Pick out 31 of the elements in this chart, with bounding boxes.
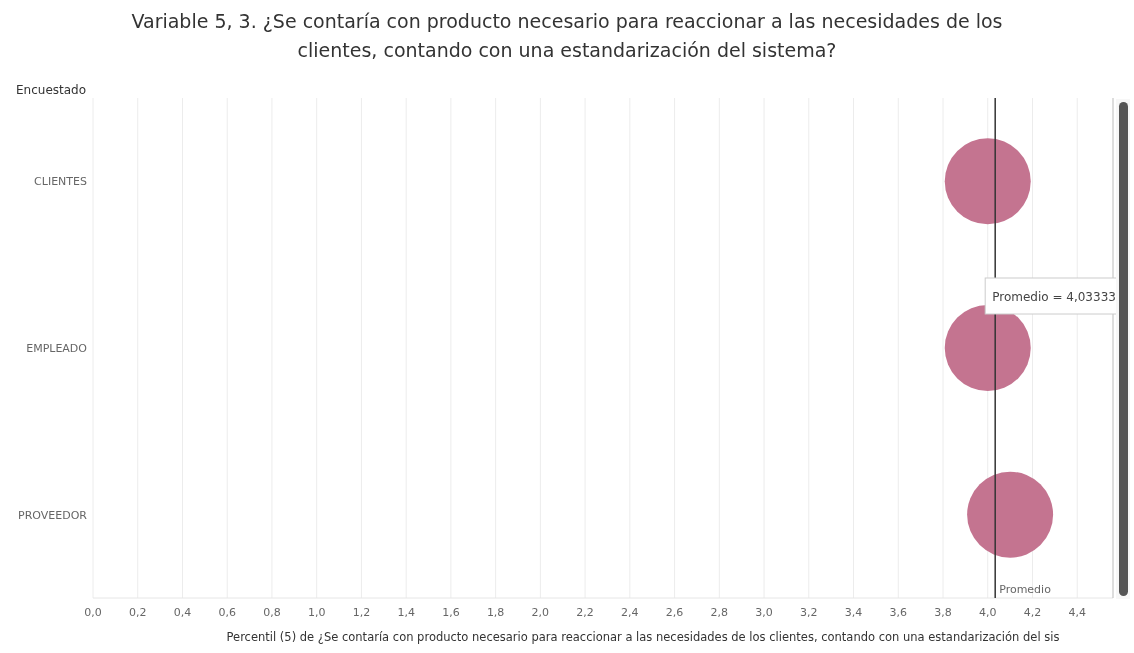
x-tick-label: 2,4: [621, 606, 639, 619]
y-tick-label: PROVEEDOR: [18, 508, 88, 522]
x-tick-label: 3,6: [889, 606, 908, 619]
x-tick-label: 0,6: [218, 606, 236, 619]
y-axis-title: Encuestado: [16, 83, 87, 97]
x-axis-title: Percentil (5) de ¿Se contaría con producto necesario para reaccionar a las necesidades de los clientes, contando con una estandarización del sis: [226, 630, 1060, 644]
ref-line-label: Promedio: [999, 583, 1052, 596]
x-tick-label: 4,0: [978, 606, 997, 619]
x-tick-label: 0,8: [263, 606, 281, 619]
x-tick-label: 2,0: [531, 606, 550, 619]
x-tick-label: 2,2: [576, 606, 594, 619]
x-tick-label: 0,4: [173, 606, 192, 619]
x-tick-label: 1,8: [486, 606, 505, 619]
x-tick-label: 2,8: [710, 606, 729, 619]
x-tick-label: 1,0: [307, 606, 326, 619]
x-tick-label: 3,8: [934, 606, 952, 619]
x-tick-label: 1,4: [397, 606, 415, 619]
y-tick-label: EMPLEADO: [26, 342, 88, 355]
x-tick-label: 2,6: [665, 606, 684, 619]
x-tick-label: 4,4: [1068, 606, 1086, 619]
x-tick-label: 3,2: [800, 606, 818, 619]
x-tick-label: 1,2: [352, 606, 371, 619]
y-tick-label: CLIENTES: [34, 175, 88, 189]
x-tick-label: 0,2: [128, 606, 147, 619]
chart-title: Variable 5, 3. ¿Se contaría con producto necesario para reaccionar a las necesidades de los clientes, contando con una estandarización del sistema?: [131, 10, 1003, 61]
x-tick-label: 1,6: [442, 606, 460, 619]
x-tick-label: 4,2: [1023, 606, 1042, 619]
annotation: Promedio = 4,03333: [992, 290, 1116, 304]
x-tick-label: 0,0: [84, 606, 102, 619]
x-tick-label: 3,0: [755, 606, 773, 619]
x-tick-label: 3,4: [844, 606, 863, 619]
